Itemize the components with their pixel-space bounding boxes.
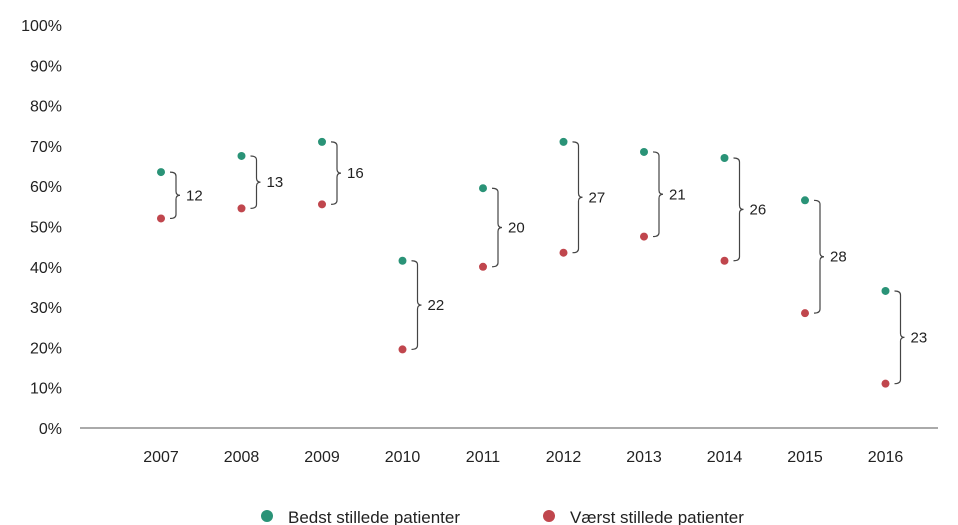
gap-label: 13 [267,174,284,191]
x-tick-label: 2014 [707,449,743,466]
worst-point [398,345,407,354]
worst-point [559,248,568,257]
x-tick-label: 2016 [868,449,904,466]
worst-point [479,262,487,271]
y-tick-label: 30% [30,300,62,317]
best-point [881,286,890,295]
worst-point [237,204,246,213]
best-point [720,153,729,162]
gap-brace [894,290,905,385]
worst-point [318,200,326,209]
gap-label: 12 [186,187,203,204]
worst-point [881,379,890,388]
y-tick-label: 90% [30,58,62,75]
legend-label-worst: Værst stillede patienter [570,508,744,525]
best-point [237,151,246,160]
x-tick-label: 2007 [143,449,179,466]
y-tick-label: 100% [21,18,62,35]
best-point [318,137,326,146]
worst-point [720,256,729,265]
worst-point [157,214,165,223]
gap-label: 28 [830,249,847,266]
y-tick-label: 80% [30,99,62,116]
legend-marker-worst [543,510,555,522]
legend-label-best: Bedst stillede patienter [288,508,460,525]
gap-brace [411,260,422,351]
gap-label: 27 [589,189,606,206]
gap-label: 21 [669,186,686,203]
gap-brace [813,199,825,314]
x-tick-label: 2015 [787,449,823,466]
y-tick-label: 20% [30,340,62,357]
y-tick-label: 50% [30,220,62,237]
gap-brace [491,187,503,268]
gap-label: 26 [750,201,767,218]
x-tick-label: 2011 [466,449,501,466]
gap-brace [733,157,744,262]
y-tick-label: 70% [30,139,62,156]
x-tick-label: 2013 [626,449,662,466]
y-tick-label: 40% [30,260,62,277]
worst-point [801,309,809,318]
gap-brace [572,141,583,254]
x-tick-label: 2009 [304,449,340,466]
x-tick-label: 2010 [385,449,421,466]
gap-label: 22 [428,297,445,314]
best-point [479,184,487,193]
gap-brace [250,155,261,209]
best-point [398,256,407,265]
best-point [559,137,568,146]
gap-label: 20 [508,220,525,237]
best-point [801,196,809,205]
x-tick-label: 2008 [224,449,260,466]
best-point [640,147,648,156]
gap-label: 23 [911,329,928,346]
gap-label: 16 [347,165,364,182]
best-point [157,168,165,177]
gap-brace [169,171,181,220]
y-tick-label: 10% [30,381,62,398]
y-tick-label: 60% [30,179,62,196]
legend-marker-best [261,510,273,522]
gap-brace [652,151,664,238]
gap-brace [330,141,342,205]
x-tick-label: 2012 [546,449,582,466]
worst-point [640,232,648,241]
y-tick-label: 0% [39,421,62,438]
